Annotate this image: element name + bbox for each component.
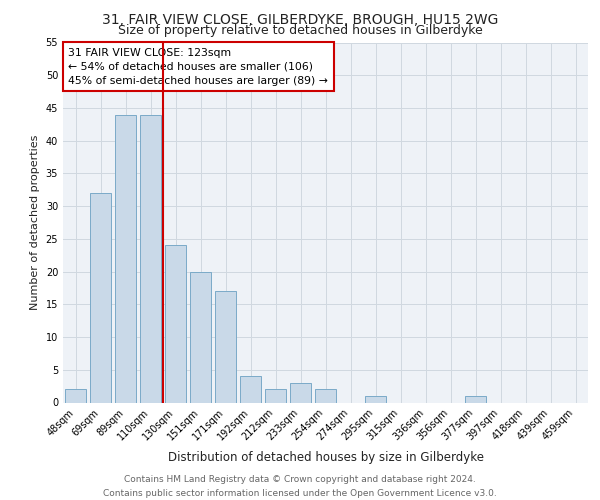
Text: Size of property relative to detached houses in Gilberdyke: Size of property relative to detached ho… (118, 24, 482, 37)
Bar (240, 376, 261, 402)
Bar (140, 114, 161, 403)
Bar (465, 396, 486, 402)
Text: 31 FAIR VIEW CLOSE: 123sqm
← 54% of detached houses are smaller (106)
45% of sem: 31 FAIR VIEW CLOSE: 123sqm ← 54% of deta… (68, 48, 328, 86)
Bar (315, 390, 336, 402)
Y-axis label: Number of detached properties: Number of detached properties (30, 135, 40, 310)
Bar (165, 246, 186, 402)
X-axis label: Distribution of detached houses by size in Gilberdyke: Distribution of detached houses by size … (167, 450, 484, 464)
Bar (265, 390, 286, 402)
Bar (290, 383, 311, 402)
Bar (190, 272, 211, 402)
Bar (90, 193, 111, 402)
Bar (215, 291, 236, 403)
Text: Contains HM Land Registry data © Crown copyright and database right 2024.
Contai: Contains HM Land Registry data © Crown c… (103, 476, 497, 498)
Bar (65, 390, 86, 402)
Text: 31, FAIR VIEW CLOSE, GILBERDYKE, BROUGH, HU15 2WG: 31, FAIR VIEW CLOSE, GILBERDYKE, BROUGH,… (102, 12, 498, 26)
Bar (365, 396, 386, 402)
Bar (115, 114, 136, 403)
